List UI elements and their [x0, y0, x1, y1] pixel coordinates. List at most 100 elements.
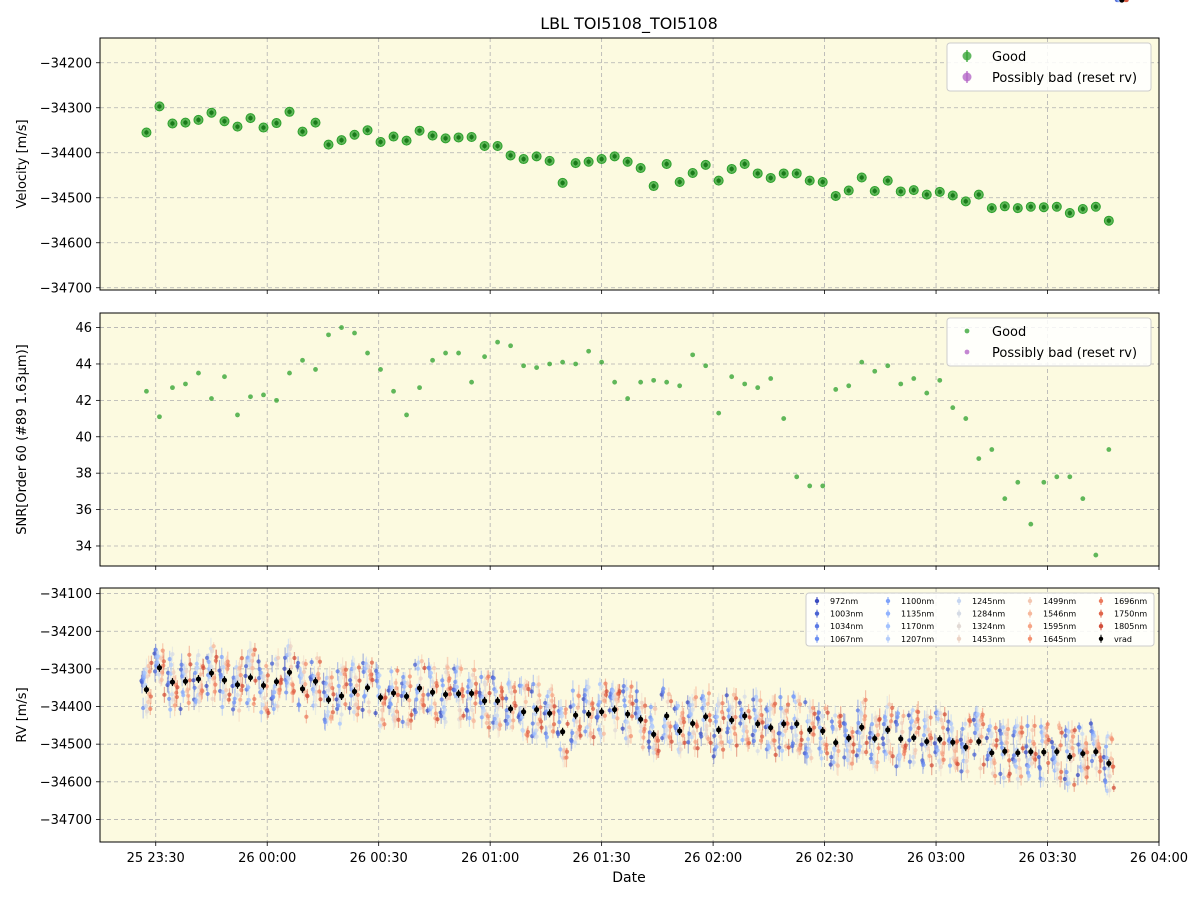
- data-point: [752, 728, 758, 733]
- vrad-point: [351, 688, 358, 695]
- data-point: [442, 716, 447, 721]
- vrad-point: [612, 706, 618, 713]
- legend-marker: [964, 328, 970, 334]
- data-point: [1011, 733, 1016, 738]
- data-point: [357, 678, 362, 683]
- data-point: [1017, 765, 1022, 770]
- data-point: [677, 383, 683, 389]
- vrad-point: [494, 698, 501, 704]
- data-point: [292, 655, 297, 661]
- vrad-point: [507, 706, 514, 712]
- data-point: [316, 671, 321, 677]
- legend-label: 1546nm: [1043, 610, 1076, 619]
- vrad-point: [755, 721, 761, 727]
- data-point: [783, 728, 788, 733]
- data-point: [851, 742, 856, 747]
- data-point: [465, 708, 470, 713]
- data-point: [243, 664, 249, 669]
- data-point: [440, 683, 445, 688]
- data-point: [549, 687, 554, 692]
- data-point: [453, 669, 458, 674]
- data-point: [971, 717, 976, 722]
- data-point: [413, 662, 418, 667]
- data-point: [950, 405, 956, 411]
- vrad-point: [299, 686, 306, 692]
- data-point-core: [547, 158, 552, 164]
- data-point: [888, 719, 894, 724]
- data-point: [740, 737, 745, 743]
- data-point: [336, 683, 341, 689]
- data-point: [984, 735, 989, 741]
- data-point: [402, 684, 407, 689]
- legend-box: [946, 42, 1152, 92]
- data-point-core: [560, 180, 565, 186]
- data-point: [239, 687, 244, 693]
- data-point: [1032, 723, 1037, 728]
- data-point: [989, 731, 994, 736]
- data-point: [343, 702, 348, 707]
- vrad-point: [742, 713, 748, 719]
- data-point: [639, 724, 644, 729]
- data-point: [1004, 731, 1009, 737]
- data-point: [299, 673, 305, 678]
- legend-marker: [1098, 636, 1104, 641]
- data-point: [1026, 764, 1031, 769]
- data-point: [708, 740, 713, 745]
- data-point: [635, 705, 640, 711]
- data-point: [376, 685, 381, 690]
- data-point: [339, 712, 344, 717]
- data-point: [869, 722, 875, 727]
- data-point: [780, 732, 785, 738]
- data-point: [927, 753, 932, 758]
- data-point: [652, 744, 657, 749]
- data-point: [1049, 739, 1054, 745]
- data-point: [849, 761, 855, 766]
- data-point: [693, 739, 698, 745]
- data-point: [921, 733, 927, 738]
- data-point: [838, 713, 843, 718]
- data-point: [531, 682, 536, 687]
- data-point: [873, 718, 878, 723]
- data-point: [615, 716, 620, 721]
- data-point: [178, 706, 183, 712]
- data-point: [745, 737, 750, 742]
- data-point: [703, 363, 709, 369]
- vrad-point: [1119, 0, 1125, 3]
- data-point: [536, 721, 541, 727]
- data-point: [313, 367, 318, 372]
- data-point: [824, 742, 829, 748]
- data-point: [864, 750, 869, 755]
- data-point: [523, 699, 528, 704]
- panel-snr: 34 36 38 40 42 44 46 SNR[Order 60 (#89 1.63μm)]…: [15, 312, 1160, 570]
- data-point: [972, 730, 978, 735]
- data-point: [406, 721, 411, 727]
- y-tick-label: −34500: [40, 191, 92, 206]
- data-point: [639, 700, 644, 705]
- legend-label: 1003nm: [830, 610, 863, 619]
- data-point: [194, 661, 199, 666]
- data-point-core: [365, 128, 370, 133]
- data-point: [847, 742, 852, 748]
- data-point: [604, 689, 609, 694]
- data-point: [315, 656, 320, 661]
- data-point: [729, 374, 735, 380]
- legend-label: 1245nm: [972, 597, 1005, 606]
- data-point: [846, 383, 852, 389]
- data-point: [960, 726, 965, 732]
- data-point: [179, 662, 184, 667]
- data-point: [499, 689, 505, 694]
- data-point-core: [820, 179, 825, 185]
- data-point: [640, 745, 645, 750]
- data-point: [630, 701, 635, 706]
- data-point-core: [651, 183, 656, 189]
- data-point: [829, 719, 834, 724]
- data-point: [354, 702, 359, 707]
- data-point: [1015, 723, 1020, 728]
- data-point: [1084, 775, 1089, 780]
- legend-label: 1170nm: [901, 622, 934, 631]
- data-point: [460, 686, 465, 692]
- data-point: [326, 688, 331, 693]
- data-point-core: [677, 179, 682, 185]
- data-point: [401, 674, 406, 680]
